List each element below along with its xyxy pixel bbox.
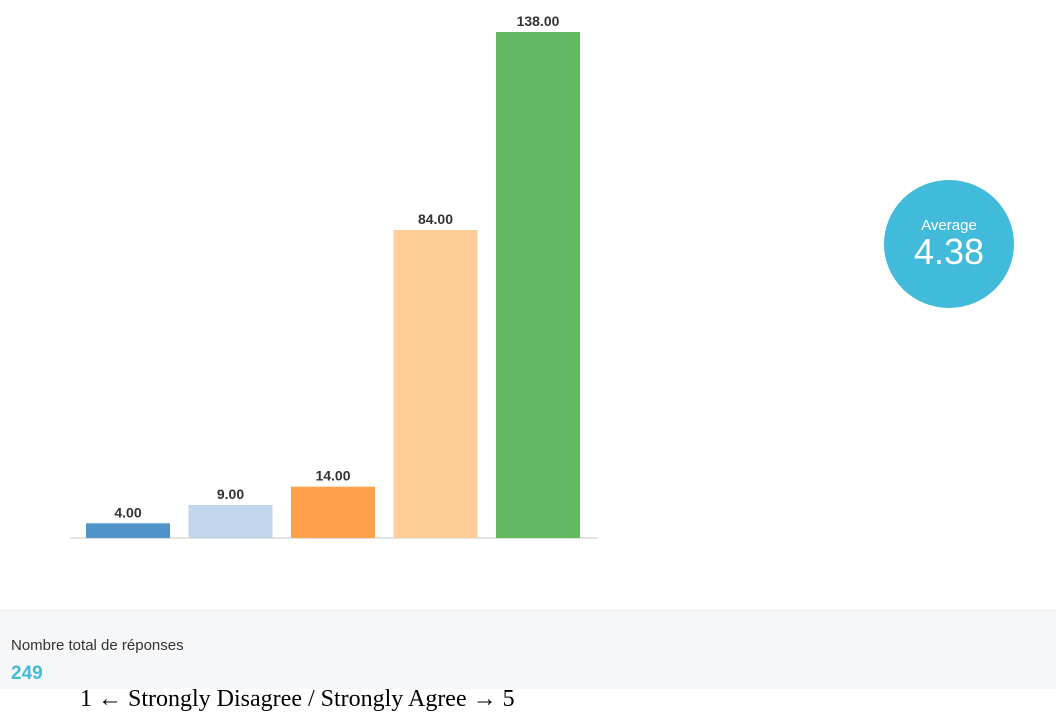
summary-panel: Nombre total de réponses 249 xyxy=(0,610,1056,689)
bar-5 xyxy=(496,32,580,538)
bar-4 xyxy=(393,230,478,538)
total-responses-value: 249 xyxy=(11,663,43,684)
average-caption: Average xyxy=(921,217,977,234)
scale-legend-note: 1 ← Strongly Disagree / Strongly Agree →… xyxy=(80,686,515,712)
average-bubble: Average 4.38 xyxy=(884,180,1014,308)
bar-value-label-3: 14.00 xyxy=(315,468,350,484)
bar-3 xyxy=(291,486,375,538)
average-value: 4.38 xyxy=(913,231,985,272)
bar-value-label-1: 4.00 xyxy=(114,504,141,520)
bar-value-label-2: 9.00 xyxy=(217,486,244,502)
bar-value-label-4: 84.00 xyxy=(418,211,453,227)
bar-value-label-5: 138.00 xyxy=(517,13,560,29)
total-responses-label: Nombre total de réponses xyxy=(11,637,184,654)
bar-1 xyxy=(86,523,170,538)
bar-chart: 4.00 9.00 14.00 84.00 138.00 xyxy=(70,13,598,539)
bar-2 xyxy=(188,505,273,538)
